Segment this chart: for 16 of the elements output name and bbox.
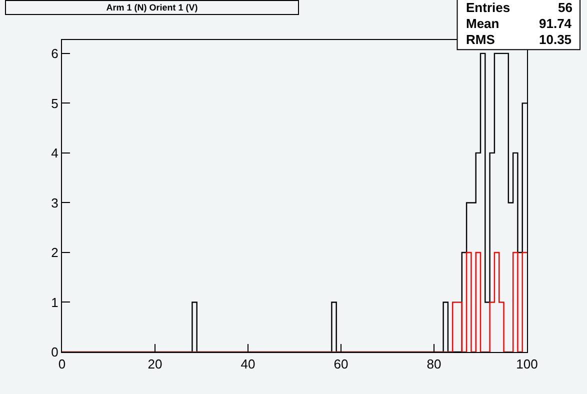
x-tick-label: 100	[516, 356, 538, 372]
x-tick-label: 60	[334, 356, 348, 372]
y-tick-label: 6	[51, 46, 58, 61]
text: Entries 56	[466, 0, 572, 15]
y-tick-label: 0	[51, 344, 58, 360]
y-tick-label: 1	[51, 294, 58, 310]
y-tick-label: 4	[51, 146, 58, 161]
chart-title: Arm 1 (N) Orient 1 (V)	[106, 2, 198, 12]
text: RMS 10.35	[466, 32, 572, 47]
y-tick-label: 2	[51, 245, 58, 260]
text: Mean 91.74	[466, 16, 572, 31]
y-tick-label: 5	[51, 96, 58, 111]
x-tick-label: 20	[148, 356, 162, 372]
x-tick-label: 40	[240, 356, 256, 372]
y-tick-label: 3	[51, 195, 58, 210]
x-tick-label: 80	[426, 356, 442, 372]
